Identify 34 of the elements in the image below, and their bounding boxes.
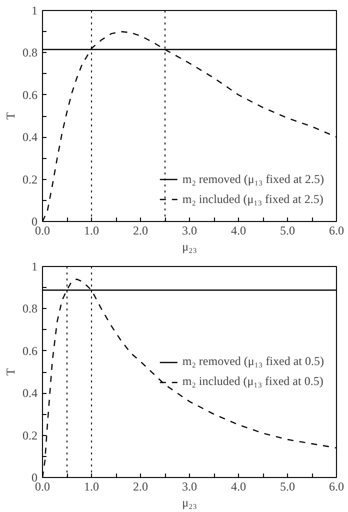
y-tick-label: 0.8 (22, 46, 38, 60)
x-axis-title: μ₂₃ (182, 496, 197, 510)
legend-label: m₂ included (μ₁₃ fixed at 2.5) (182, 192, 324, 206)
x-tick-label: 5.0 (280, 224, 295, 238)
x-tick-label: 4.0 (231, 224, 246, 238)
x-tick-label: 2.0 (133, 224, 148, 238)
y-tick-label: 1 (32, 4, 38, 18)
legend-label: m₂ removed (μ₁₃ fixed at 2.5) (182, 172, 324, 186)
legend-label: m₂ removed (μ₁₃ fixed at 0.5) (182, 354, 324, 369)
legend-label: m₂ included (μ₁₃ fixed at 0.5) (182, 374, 324, 389)
x-tick-label: 3.0 (182, 224, 197, 238)
y-tick-label: 0.4 (22, 130, 38, 144)
x-tick-label: 5.0 (280, 480, 295, 494)
x-tick-label: 6.0 (329, 480, 344, 494)
x-tick-label: 2.0 (133, 480, 148, 494)
y-axis-title: T (4, 368, 18, 376)
x-tick-label: 3.0 (182, 480, 197, 494)
y-tick-label: 0.4 (22, 386, 38, 400)
x-axis-title: μ₂₃ (182, 240, 197, 254)
y-tick-label: 0.2 (22, 428, 38, 442)
y-tick-label: 0.6 (22, 344, 38, 358)
y-tick-label: 0.2 (22, 172, 38, 186)
x-tick-label: 0.0 (35, 480, 50, 494)
x-tick-label: 6.0 (329, 224, 344, 238)
y-tick-label: 0 (32, 214, 38, 228)
y-tick-label: 0 (32, 470, 38, 484)
x-tick-label: 4.0 (231, 480, 246, 494)
x-tick-label: 0.0 (35, 224, 50, 238)
x-tick-label: 1.0 (84, 224, 99, 238)
x-tick-label: 1.0 (84, 480, 99, 494)
y-tick-label: 0.6 (22, 88, 38, 102)
y-tick-label: 0.8 (22, 302, 38, 316)
y-axis-title: T (4, 112, 18, 120)
y-tick-label: 1 (32, 260, 38, 274)
